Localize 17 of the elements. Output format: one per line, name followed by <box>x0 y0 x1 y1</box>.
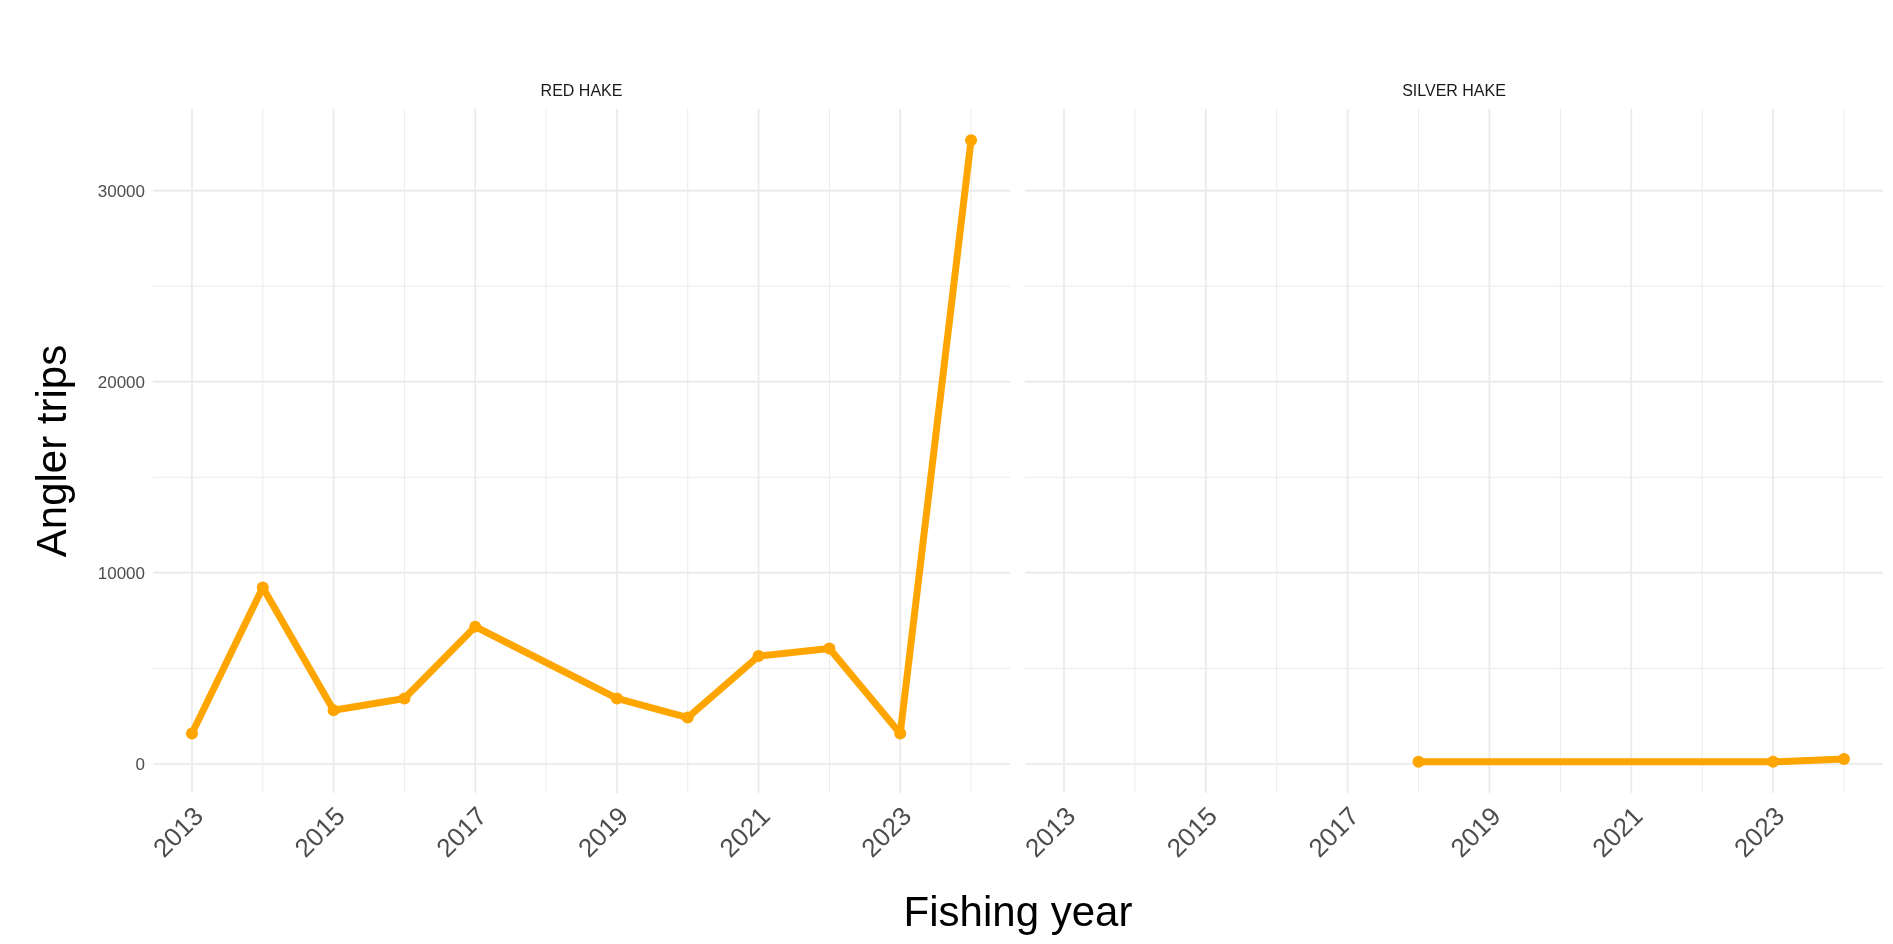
point <box>469 620 482 633</box>
y-tick-label: 30000 <box>97 181 145 201</box>
chart-title: RED HAKE <box>540 82 623 99</box>
point <box>965 134 978 147</box>
point <box>752 650 765 663</box>
y-tick-label: 20000 <box>97 372 145 392</box>
y-tick-label: 0 <box>135 754 145 774</box>
y-tick-label: 10000 <box>97 563 145 583</box>
point <box>398 692 411 705</box>
y-axis-title: Angler trips <box>28 344 75 558</box>
chart-title: SILVER HAKE <box>1402 82 1506 99</box>
point <box>823 642 836 655</box>
x-axis-title: Fishing year <box>903 888 1133 935</box>
point <box>185 727 198 740</box>
point <box>327 704 340 717</box>
point <box>681 711 694 724</box>
point <box>610 692 623 705</box>
